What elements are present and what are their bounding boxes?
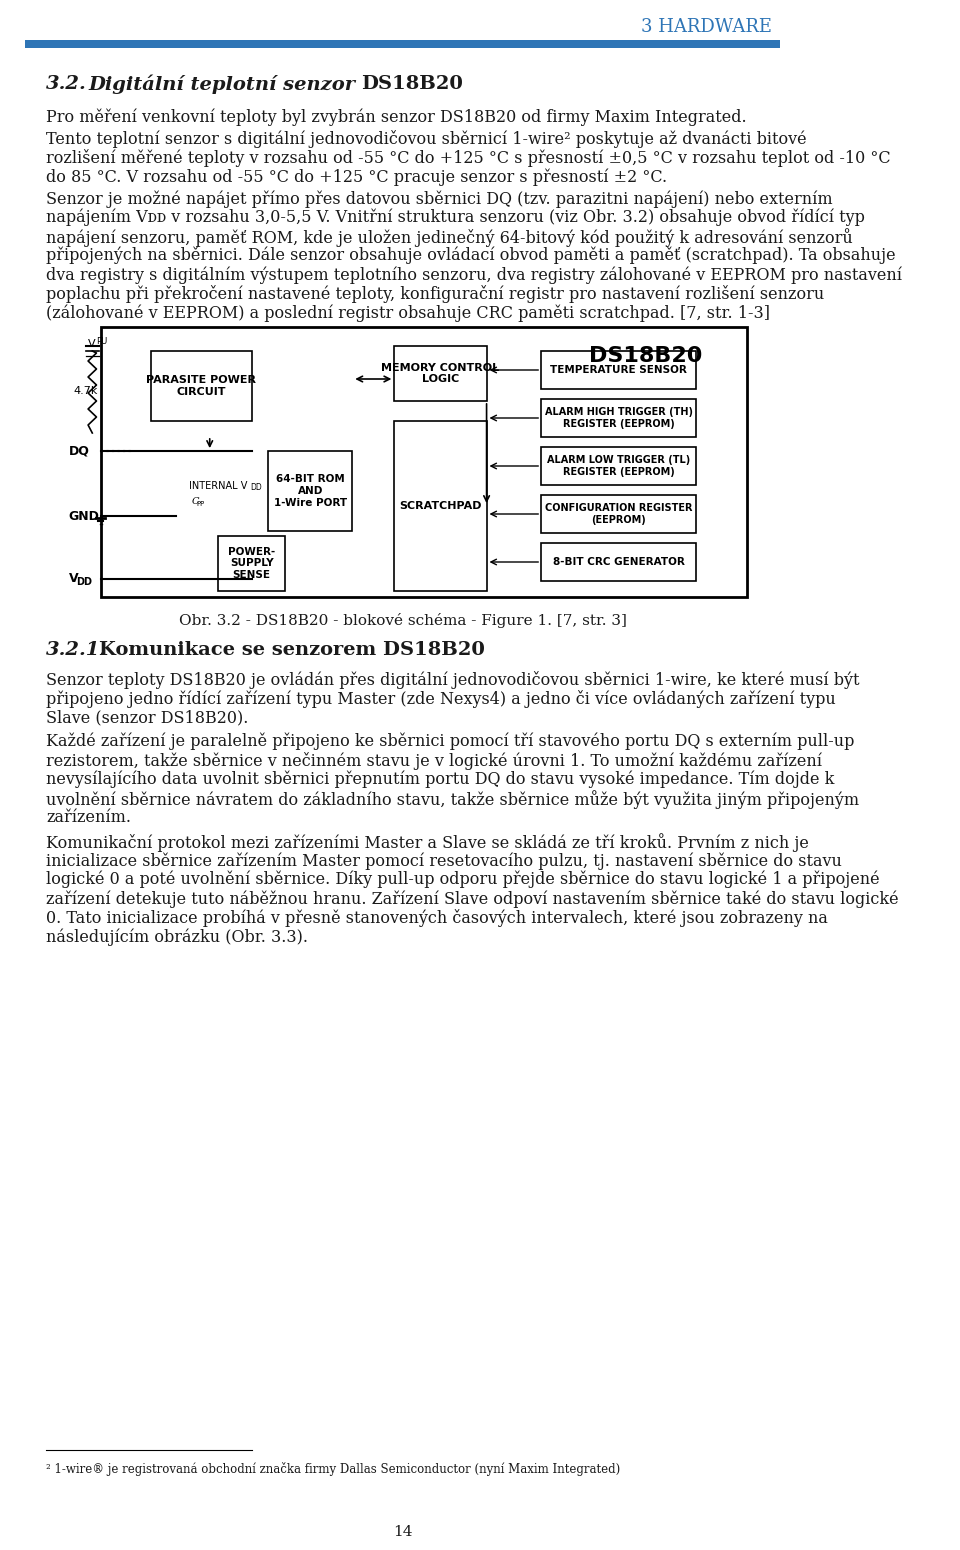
Text: V: V xyxy=(88,339,96,349)
Text: DD: DD xyxy=(250,484,262,493)
Text: V: V xyxy=(69,572,79,586)
Text: do 85 °C. V rozsahu od -55 °C do +125 °C pracuje senzor s přesností ±2 °C.: do 85 °C. V rozsahu od -55 °C do +125 °C… xyxy=(46,167,667,186)
Text: PP: PP xyxy=(196,501,204,507)
Text: DS18B20: DS18B20 xyxy=(361,74,463,93)
Bar xyxy=(395,422,487,591)
Text: logické 0 a poté uvolnění sběrnice. Díky pull-up odporu přejde sběrnice do stavu: logické 0 a poté uvolnění sběrnice. Díky… xyxy=(46,871,879,888)
Text: Pro měření venkovní teploty byl zvybrán senzor DS18B20 od firmy Maxim Integrated: Pro měření venkovní teploty byl zvybrán … xyxy=(46,109,747,126)
Text: Digitální teplotní senzor: Digitální teplotní senzor xyxy=(88,74,362,95)
Text: Komunikační protokol mezi zařízeními Master a Slave se skládá ze tří kroků. Prvn: Komunikační protokol mezi zařízeními Mas… xyxy=(46,832,809,852)
Text: napájením Vᴅᴅ v rozsahu 3,0-5,5 V. Vnitřní struktura senzoru (viz Obr. 3.2) obsa: napájením Vᴅᴅ v rozsahu 3,0-5,5 V. Vnitř… xyxy=(46,209,865,226)
Bar xyxy=(269,451,352,532)
Text: 64-BIT ROM
AND
1-Wire PORT: 64-BIT ROM AND 1-Wire PORT xyxy=(274,474,347,507)
Text: zařízení detekuje tuto náběžnou hranu. Zařízení Slave odpoví nastavením sběrnice: zařízení detekuje tuto náběžnou hranu. Z… xyxy=(46,890,899,907)
Text: DD: DD xyxy=(77,577,92,587)
Bar xyxy=(541,398,696,437)
Text: Tento teplotní senzor s digitální jednovodičovou sběrnicí 1-wire² poskytuje až d: Tento teplotní senzor s digitální jednov… xyxy=(46,130,806,147)
Text: ALARM LOW TRIGGER (TL)
REGISTER (EEPROM): ALARM LOW TRIGGER (TL) REGISTER (EEPROM) xyxy=(547,456,690,477)
Text: 3.2.: 3.2. xyxy=(46,74,87,93)
Bar xyxy=(541,446,696,485)
Bar xyxy=(541,350,696,389)
Bar xyxy=(218,536,285,591)
Text: 4.7k: 4.7k xyxy=(74,386,98,395)
Text: Každé zařízení je paralelně připojeno ke sběrnici pomocí tří stavového portu DQ : Každé zařízení je paralelně připojeno ke… xyxy=(46,733,854,750)
Text: PARASITE POWER
CIRCUIT: PARASITE POWER CIRCUIT xyxy=(146,375,256,397)
Text: uvolnění sběrnice návratem do základního stavu, takže sběrnice může být využita : uvolnění sběrnice návratem do základního… xyxy=(46,790,859,809)
Text: Senzor je možné napájet přímo přes datovou sběrnici DQ (tzv. parazitni napájení): Senzor je možné napájet přímo přes datov… xyxy=(46,191,832,208)
Text: (zálohované v EEPROM) a poslední registr obsahuje CRC paměti scratchpad. [7, str: (zálohované v EEPROM) a poslední registr… xyxy=(46,304,770,321)
Bar xyxy=(541,494,696,533)
Text: poplachu při překročení nastavené teploty, konfigurační registr pro nastavení ro: poplachu při překročení nastavené teplot… xyxy=(46,285,825,302)
Text: ² 1-wire® je registrovaná obchodní značka firmy Dallas Semiconductor (nyní Maxim: ² 1-wire® je registrovaná obchodní značk… xyxy=(46,1462,620,1476)
Text: POWER-
SUPPLY
SENSE: POWER- SUPPLY SENSE xyxy=(228,547,276,580)
Text: PU: PU xyxy=(96,336,107,346)
Text: TEMPERATURE SENSOR: TEMPERATURE SENSOR xyxy=(550,364,687,375)
Bar xyxy=(395,346,487,401)
Bar xyxy=(151,350,252,422)
Text: ALARM HIGH TRIGGER (TH)
REGISTER (EEPROM): ALARM HIGH TRIGGER (TH) REGISTER (EEPROM… xyxy=(544,408,693,429)
Bar xyxy=(541,542,696,581)
Text: připojeno jedno řídící zařízení typu Master (zde Nexys4) a jedno či více ovládan: připojeno jedno řídící zařízení typu Mas… xyxy=(46,690,836,708)
Text: 8-BIT CRC GENERATOR: 8-BIT CRC GENERATOR xyxy=(553,556,684,567)
Text: Komunikace se senzorem DS18B20: Komunikace se senzorem DS18B20 xyxy=(99,642,485,659)
Text: rezistorem, takže sběrnice v nečinném stavu je v logické úrovni 1. To umožní kaž: rezistorem, takže sběrnice v nečinném st… xyxy=(46,752,822,770)
Text: Senzor teploty DS18B20 je ovládán přes digitální jednovodičovou sběrnici 1-wire,: Senzor teploty DS18B20 je ovládán přes d… xyxy=(46,671,859,690)
Text: SCRATCHPAD: SCRATCHPAD xyxy=(399,501,482,512)
Text: INTERNAL V: INTERNAL V xyxy=(189,480,247,491)
Text: napájení senzoru, paměť ROM, kde je uložen jedinečný 64-bitový kód použitý k adr: napájení senzoru, paměť ROM, kde je ulož… xyxy=(46,228,852,246)
Text: GND: GND xyxy=(69,510,100,522)
Text: DQ: DQ xyxy=(69,445,89,457)
Text: dva registry s digitálním výstupem teplotního senzoru, dva registry zálohované v: dva registry s digitálním výstupem teplo… xyxy=(46,267,902,284)
Text: následujícím obrázku (Obr. 3.3).: následujícím obrázku (Obr. 3.3). xyxy=(46,928,308,946)
Text: 3 HARDWARE: 3 HARDWARE xyxy=(641,19,772,36)
Text: MEMORY CONTROL
LOGIC: MEMORY CONTROL LOGIC xyxy=(381,363,499,384)
Text: nevysílajícího data uvolnit sběrnici přepnutím portu DQ do stavu vysoké impedanc: nevysílajícího data uvolnit sběrnici pře… xyxy=(46,770,834,789)
Text: 14: 14 xyxy=(393,1525,413,1539)
Text: 0. Tato inicializace probíhá v přesně stanovených časových intervalech, které js: 0. Tato inicializace probíhá v přesně st… xyxy=(46,908,828,927)
Bar xyxy=(101,327,747,597)
Text: CONFIGURATION REGISTER
(EEPROM): CONFIGURATION REGISTER (EEPROM) xyxy=(545,504,692,525)
Text: C: C xyxy=(191,496,199,505)
Bar xyxy=(25,40,780,48)
Text: připojených na sběrnici. Dále senzor obsahuje ovládací obvod paměti a paměť (scr: připojených na sběrnici. Dále senzor obs… xyxy=(46,246,896,265)
Text: DS18B20: DS18B20 xyxy=(589,346,703,366)
Text: zařízením.: zařízením. xyxy=(46,809,132,826)
Text: rozlišení měřené teploty v rozsahu od -55 °C do +125 °C s přesností ±0,5 °C v ro: rozlišení měřené teploty v rozsahu od -5… xyxy=(46,149,891,167)
Text: Obr. 3.2 - DS18B20 - blokové schéma - Figure 1. [7, str. 3]: Obr. 3.2 - DS18B20 - blokové schéma - Fi… xyxy=(179,612,627,628)
Text: inicializace sběrnice zařízením Master pomocí resetovacího pulzu, tj. nastavení : inicializace sběrnice zařízením Master p… xyxy=(46,853,842,870)
Text: Slave (senzor DS18B20).: Slave (senzor DS18B20). xyxy=(46,708,249,725)
Text: 3.2.1.: 3.2.1. xyxy=(46,642,108,659)
